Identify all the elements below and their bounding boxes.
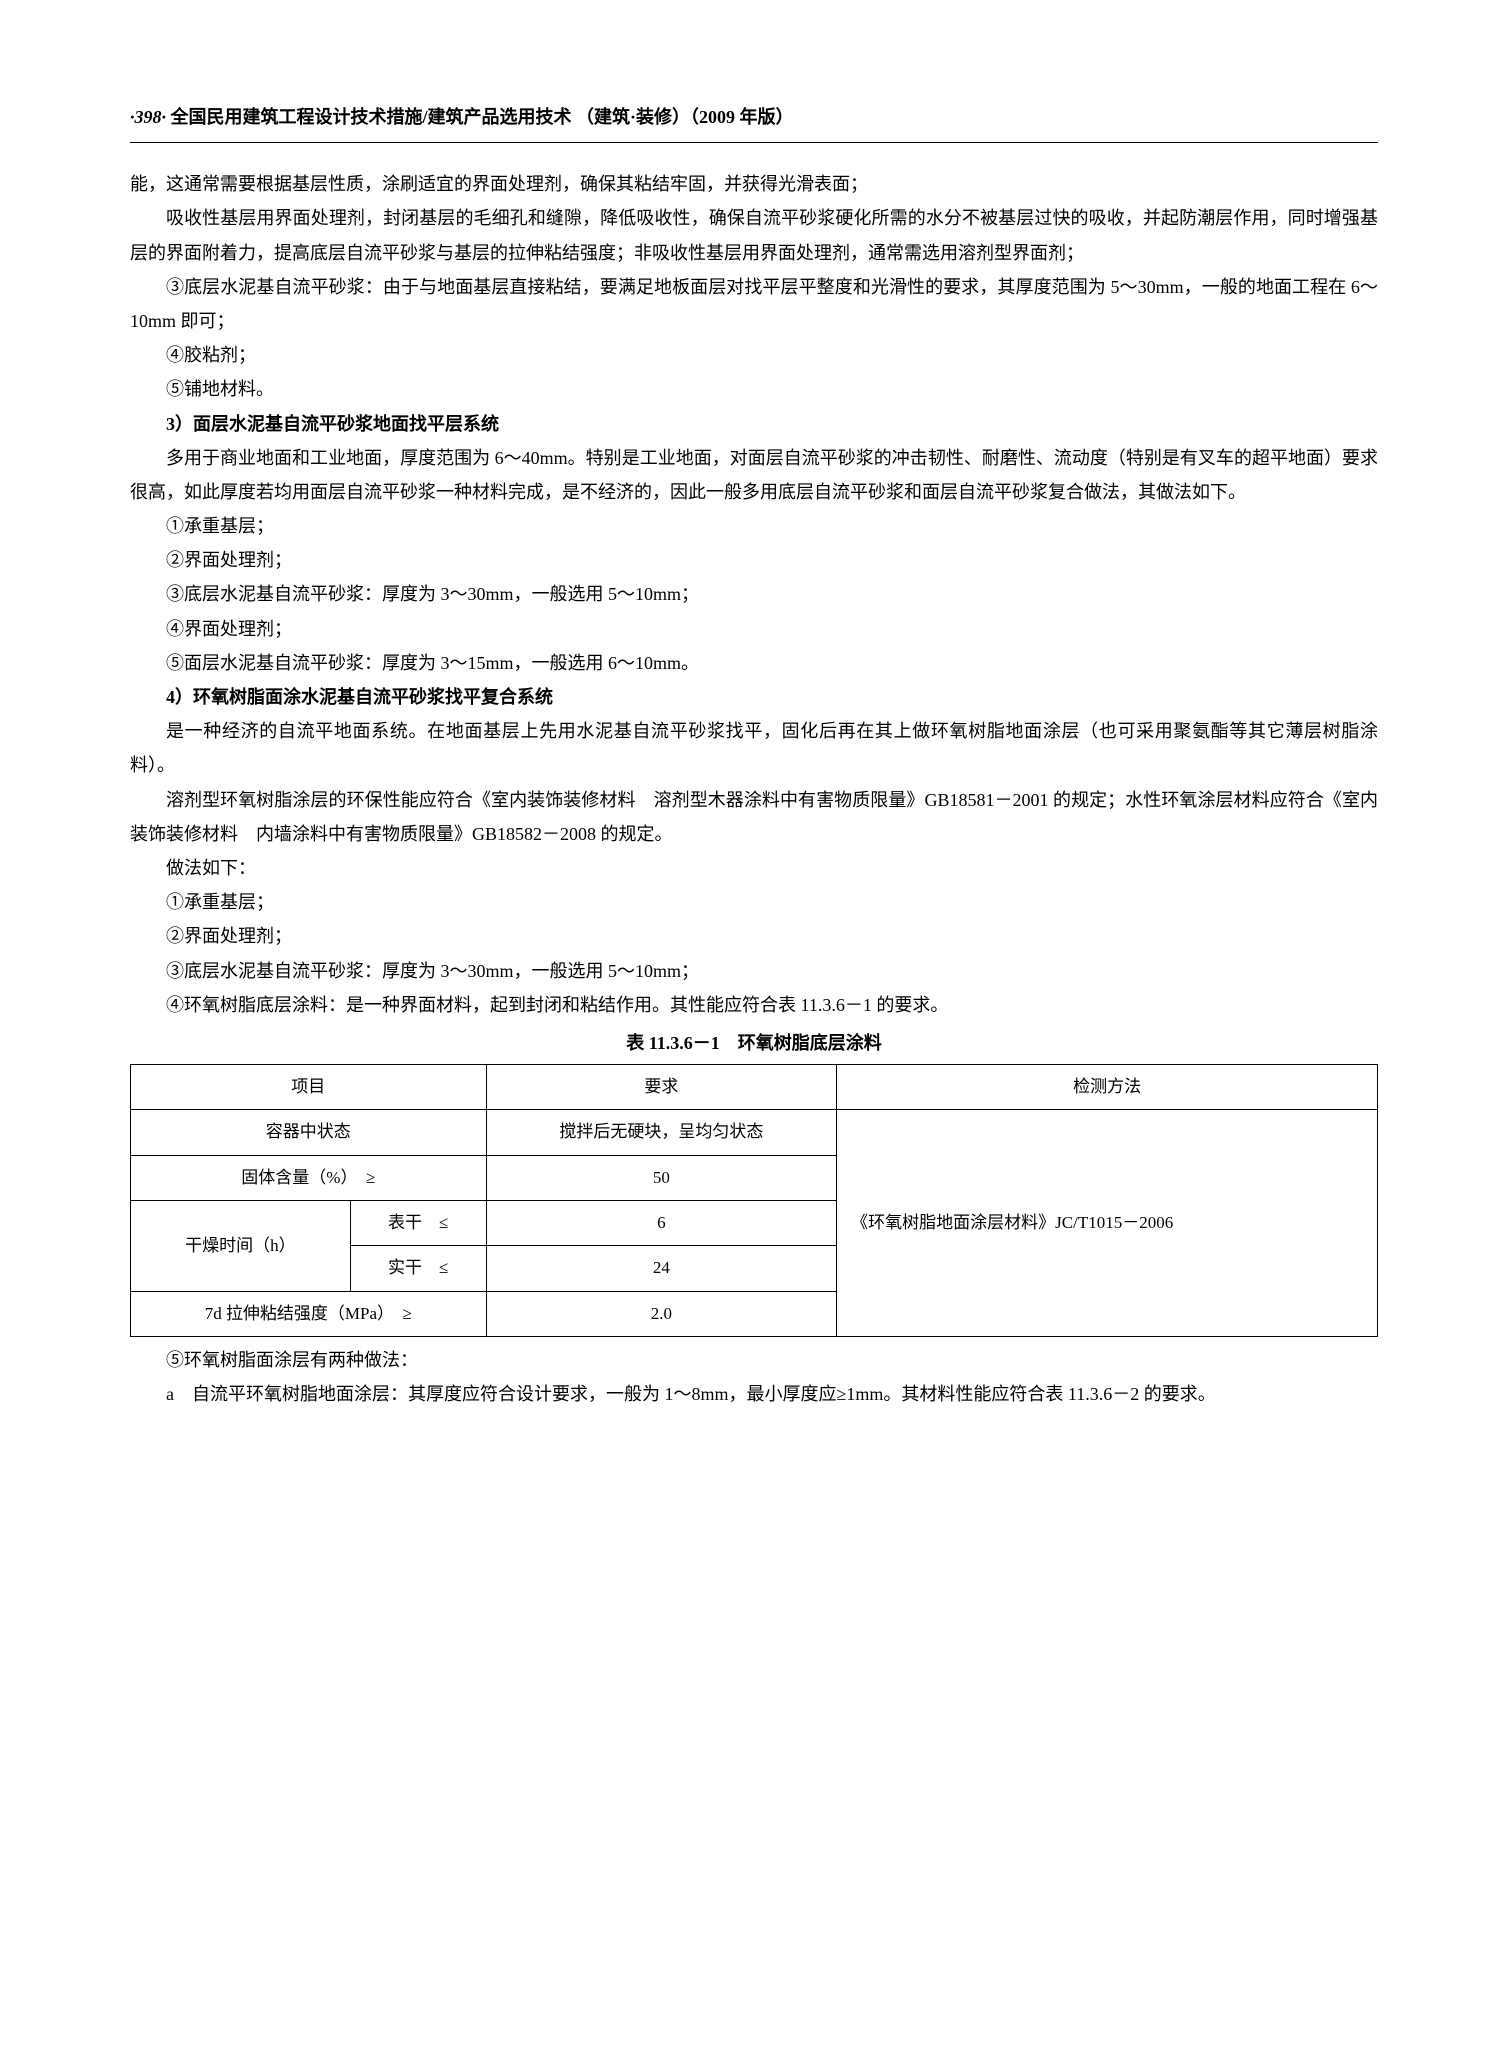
table-cell: 2.0: [486, 1291, 837, 1336]
table-header: 要求: [486, 1065, 837, 1110]
body-text: ④胶粘剂；: [130, 338, 1378, 372]
subsection-heading: 4）环氧树脂面涂水泥基自流平砂浆找平复合系统: [130, 680, 1378, 714]
body-text: 能，这通常需要根据基层性质，涂刷适宜的界面处理剂，确保其粘结牢固，并获得光滑表面…: [130, 167, 1378, 201]
subsection-heading: 3）面层水泥基自流平砂浆地面找平层系统: [130, 407, 1378, 441]
table-row: 容器中状态 搅拌后无硬块，呈均匀状态 《环氧树脂地面涂层材料》JC/T1015－…: [131, 1110, 1378, 1155]
page-number: ·398·: [130, 107, 166, 127]
table-cell: 7d 拉伸粘结强度（MPa） ≥: [131, 1291, 487, 1336]
body-text: 是一种经济的自流平地面系统。在地面基层上先用水泥基自流平砂浆找平，固化后再在其上…: [130, 714, 1378, 782]
body-text: 吸收性基层用界面处理剂，封闭基层的毛细孔和缝隙，降低吸收性，确保自流平砂浆硬化所…: [130, 201, 1378, 269]
table-cell: 24: [486, 1246, 837, 1291]
body-text: ②界面处理剂；: [130, 919, 1378, 953]
table-header: 项目: [131, 1065, 487, 1110]
body-text: ④界面处理剂；: [130, 612, 1378, 646]
table-title: 表 11.3.6－1 环氧树脂底层涂料: [130, 1026, 1378, 1060]
body-text: ④环氧树脂底层涂料：是一种界面材料，起到封闭和粘结作用。其性能应符合表 11.3…: [130, 988, 1378, 1022]
body-text: ③底层水泥基自流平砂浆：厚度为 3～30mm，一般选用 5～10mm；: [130, 577, 1378, 611]
spec-table: 项目 要求 检测方法 容器中状态 搅拌后无硬块，呈均匀状态 《环氧树脂地面涂层材…: [130, 1064, 1378, 1337]
table-row: 项目 要求 检测方法: [131, 1065, 1378, 1110]
table-cell: 50: [486, 1155, 837, 1200]
body-text: ②界面处理剂；: [130, 543, 1378, 577]
page-header: ·398· 全国民用建筑工程设计技术措施/建筑产品选用技术 （建筑·装修）（20…: [130, 100, 1378, 143]
body-text: ③底层水泥基自流平砂浆：由于与地面基层直接粘结，要满足地板面层对找平层平整度和光…: [130, 270, 1378, 338]
body-text: ③底层水泥基自流平砂浆：厚度为 3～30mm，一般选用 5～10mm；: [130, 954, 1378, 988]
body-text: ①承重基层；: [130, 885, 1378, 919]
body-text: 多用于商业地面和工业地面，厚度范围为 6～40mm。特别是工业地面，对面层自流平…: [130, 441, 1378, 509]
header-title: 全国民用建筑工程设计技术措施/建筑产品选用技术 （建筑·装修）（2009 年版）: [171, 107, 794, 127]
table-header: 检测方法: [837, 1065, 1378, 1110]
table-cell: 容器中状态: [131, 1110, 487, 1155]
body-text: ⑤铺地材料。: [130, 372, 1378, 406]
table-cell: 6: [486, 1200, 837, 1245]
table-cell: 干燥时间（h）: [131, 1200, 351, 1291]
table-cell: 表干 ≤: [350, 1200, 486, 1245]
body-text: a 自流平环氧树脂地面涂层：其厚度应符合设计要求，一般为 1～8mm，最小厚度应…: [130, 1377, 1378, 1411]
body-text: ①承重基层；: [130, 509, 1378, 543]
body-text: 做法如下：: [130, 851, 1378, 885]
body-text: ⑤环氧树脂面涂层有两种做法：: [130, 1343, 1378, 1377]
table-cell: 固体含量（%） ≥: [131, 1155, 487, 1200]
table-cell: 搅拌后无硬块，呈均匀状态: [486, 1110, 837, 1155]
table-cell: 《环氧树脂地面涂层材料》JC/T1015－2006: [837, 1110, 1378, 1336]
table-cell: 实干 ≤: [350, 1246, 486, 1291]
body-text: 溶剂型环氧树脂涂层的环保性能应符合《室内装饰装修材料 溶剂型木器涂料中有害物质限…: [130, 783, 1378, 851]
body-text: ⑤面层水泥基自流平砂浆：厚度为 3～15mm，一般选用 6～10mm。: [130, 646, 1378, 680]
